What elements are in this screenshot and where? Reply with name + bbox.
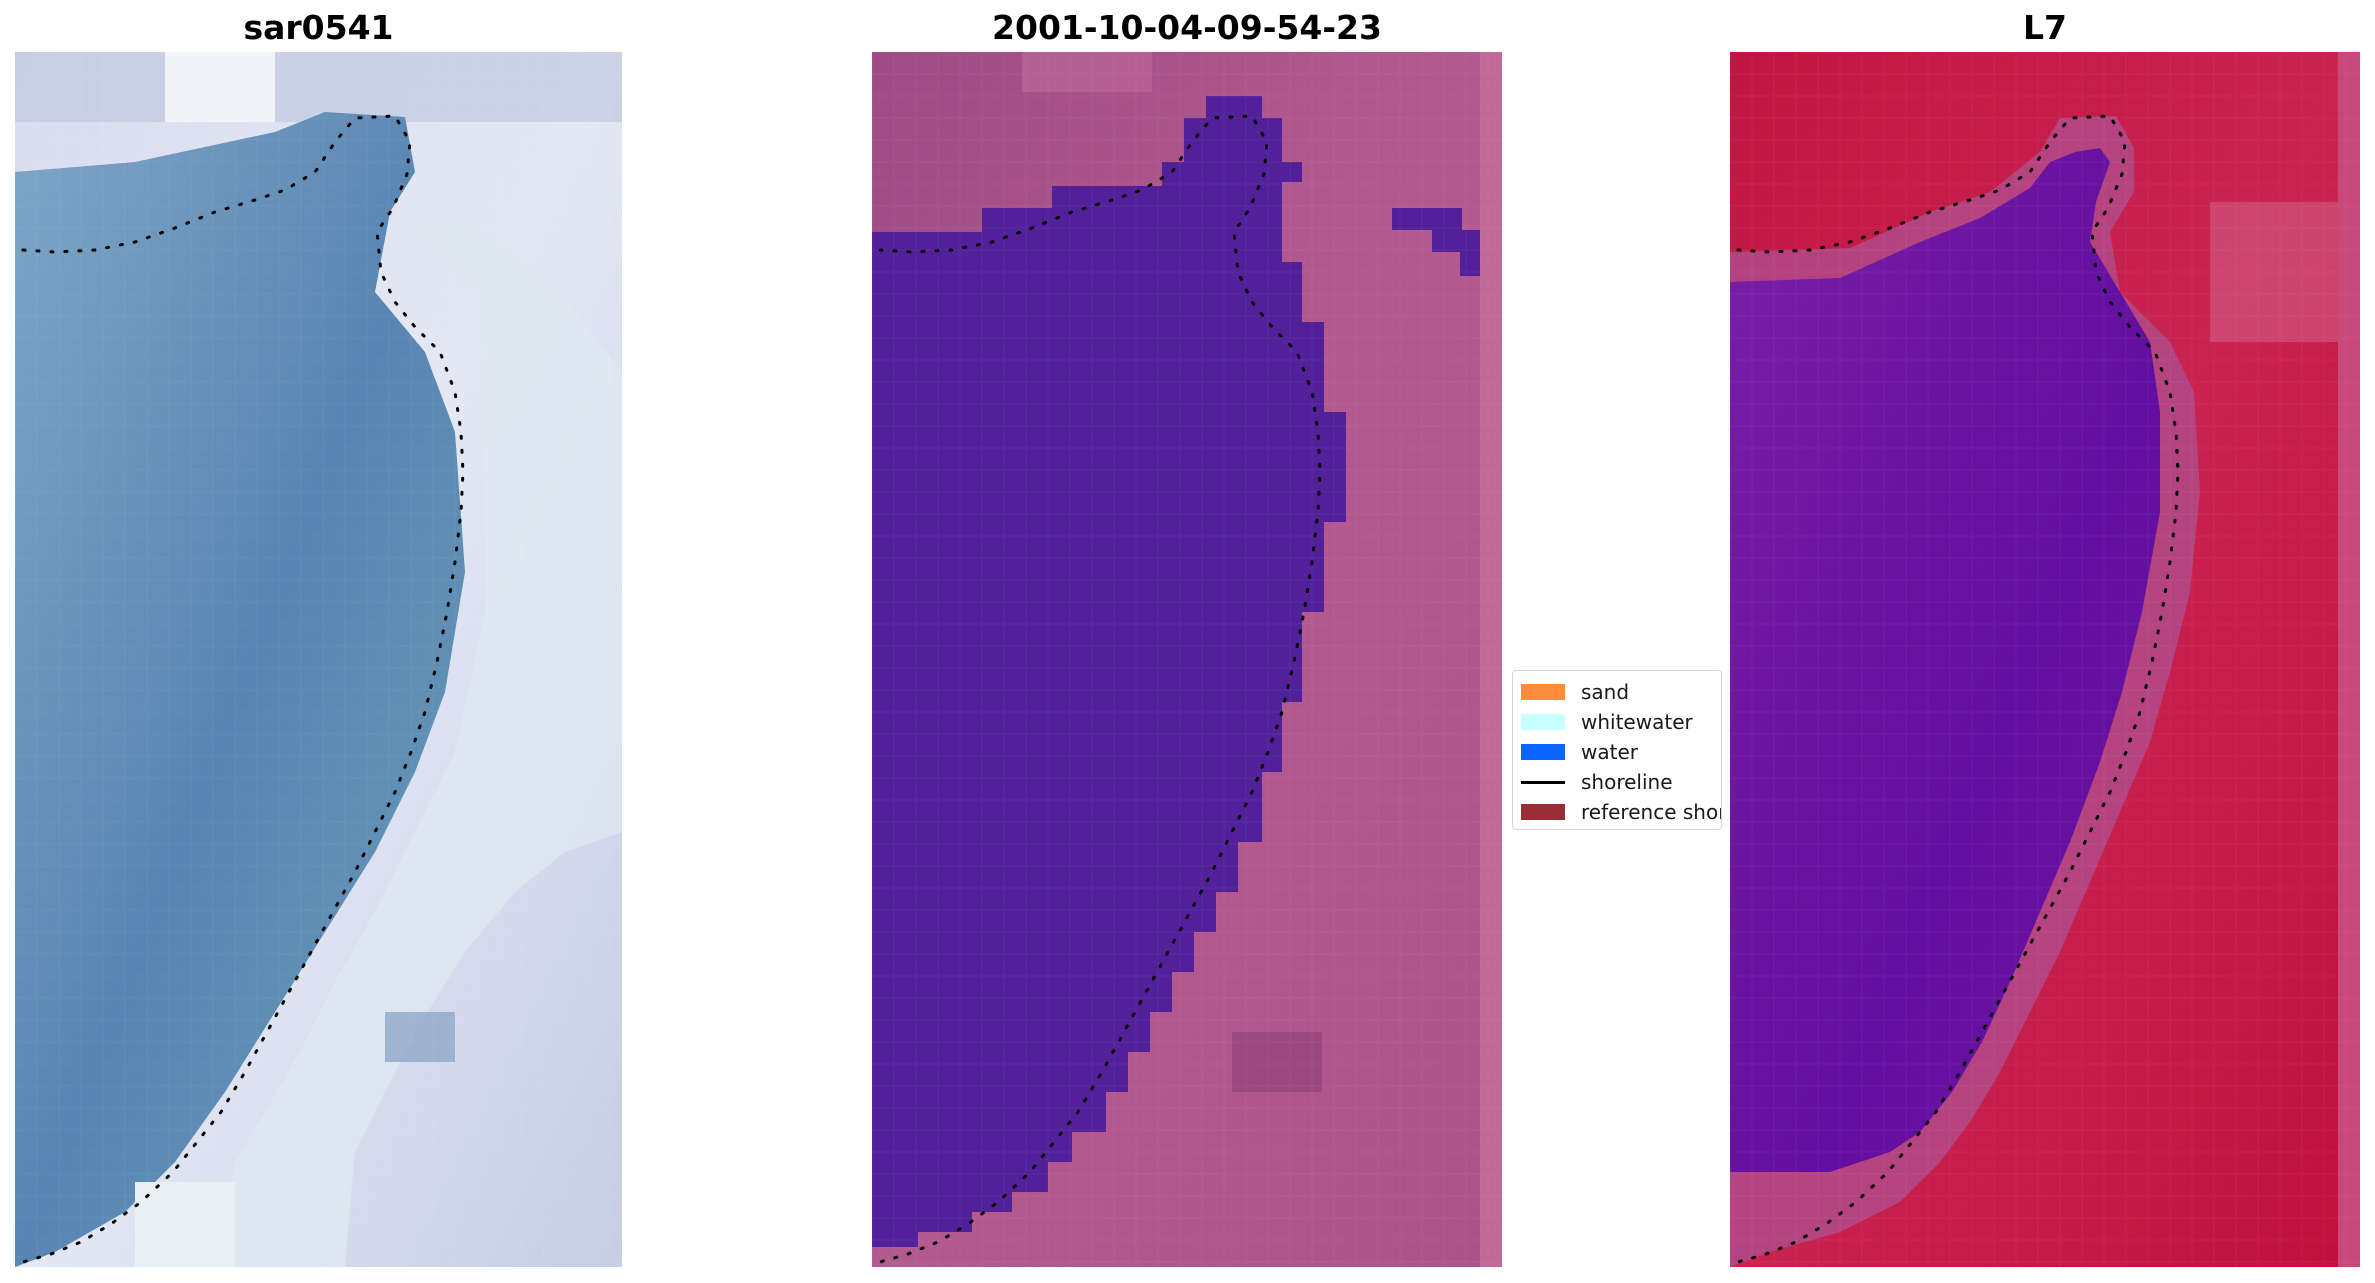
rgb-image bbox=[15, 52, 622, 1267]
legend-item-whitewater: whitewater bbox=[1513, 707, 1721, 737]
legend-label-sand: sand bbox=[1581, 680, 1630, 704]
legend-item-sand: sand bbox=[1513, 677, 1721, 707]
legend-swatch-sand bbox=[1521, 684, 1565, 700]
classified-image-panel bbox=[872, 52, 1502, 1267]
mndwi-shoreline bbox=[1736, 114, 2180, 1264]
legend-label-water: water bbox=[1581, 740, 1638, 764]
mndwi-image-panel bbox=[1730, 52, 2360, 1267]
legend-swatch-whitewater bbox=[1521, 714, 1565, 730]
legend-item-water: water bbox=[1513, 737, 1721, 767]
rgb-image-panel bbox=[15, 52, 622, 1267]
classified-image bbox=[872, 52, 1502, 1267]
legend-swatch-water bbox=[1521, 744, 1565, 760]
legend-label-reference-shoreline: reference shoreline bbox=[1581, 800, 1722, 824]
legend-label-shoreline: shoreline bbox=[1581, 770, 1673, 794]
classified-shoreline bbox=[878, 114, 1322, 1264]
panel-title-mndwi: L7 bbox=[2023, 8, 2067, 47]
legend: sand whitewater water shoreline referenc… bbox=[1512, 670, 1722, 830]
panel-title-rgb: sar0541 bbox=[243, 8, 394, 47]
legend-item-shoreline: shoreline bbox=[1513, 767, 1721, 797]
panel-title-classified: 2001-10-04-09-54-23 bbox=[992, 8, 1382, 47]
legend-label-whitewater: whitewater bbox=[1581, 710, 1693, 734]
mndwi-image bbox=[1730, 52, 2360, 1267]
legend-swatch-reference-shoreline bbox=[1521, 804, 1565, 820]
rgb-shoreline bbox=[21, 114, 465, 1264]
legend-item-reference-shoreline: reference shoreline bbox=[1513, 797, 1721, 827]
legend-line-shoreline bbox=[1521, 780, 1565, 784]
